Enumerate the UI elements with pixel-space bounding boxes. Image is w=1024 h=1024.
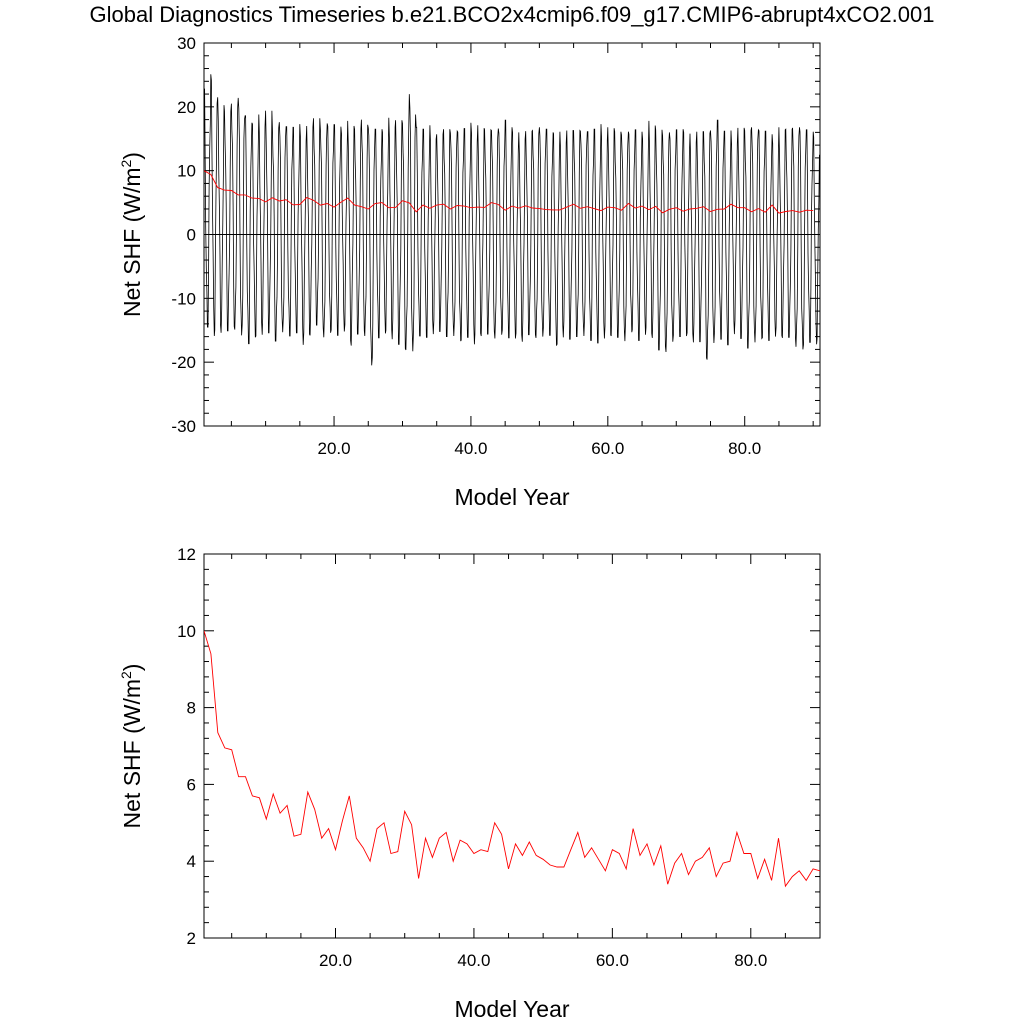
- x-tick-label: 80.0: [734, 951, 767, 970]
- x-tick-label: 20.0: [317, 439, 350, 458]
- y-tick-label: 10: [177, 622, 196, 641]
- y-tick-label: -30: [171, 417, 196, 436]
- y-axis-label: Net SHF (W/m2): [118, 664, 145, 829]
- x-axis-label: Model Year: [454, 484, 569, 510]
- x-axis-label: Model Year: [454, 996, 569, 1022]
- bottom-panel-annual-mean: 20.0 40.0 60.0 80.0 2 4 6 8 10 12 Model Year Net SH…: [118, 545, 821, 1022]
- annual-mean-line: [204, 170, 814, 214]
- plot-area: [204, 74, 820, 366]
- y-tick-label: 12: [177, 545, 196, 564]
- x-tick-label: 80.0: [728, 439, 761, 458]
- x-tick-label: 40.0: [457, 951, 490, 970]
- monthly-series-line: [204, 74, 820, 366]
- y-tick-label: 2: [187, 929, 196, 948]
- figure-title: Global Diagnostics Timeseries b.e21.BCO2…: [89, 2, 935, 27]
- y-tick-label: -20: [171, 353, 196, 372]
- y-tick-label: 10: [177, 162, 196, 181]
- x-tick-label: 60.0: [596, 951, 629, 970]
- y-tick-label: 8: [187, 699, 196, 718]
- x-tick-label: 40.0: [454, 439, 487, 458]
- y-axis-label: Net SHF (W/m2): [118, 152, 145, 317]
- y-tick-label: 20: [177, 98, 196, 117]
- y-tick-label: 6: [187, 775, 196, 794]
- x-tick-label: 20.0: [319, 951, 352, 970]
- y-tick-label: 4: [187, 852, 196, 871]
- top-panel-timeseries: 20.0 40.0 60.0 80.0 -30 -20 -10 0 10 20 30 Model Ye…: [118, 34, 821, 510]
- y-tick-label: 30: [177, 34, 196, 53]
- y-tick-label: 0: [187, 226, 196, 245]
- plot-frame: [203, 553, 821, 939]
- annual-mean-line: [204, 630, 820, 888]
- y-tick-label: -10: [171, 289, 196, 308]
- x-tick-label: 60.0: [591, 439, 624, 458]
- plot-area: [204, 630, 820, 888]
